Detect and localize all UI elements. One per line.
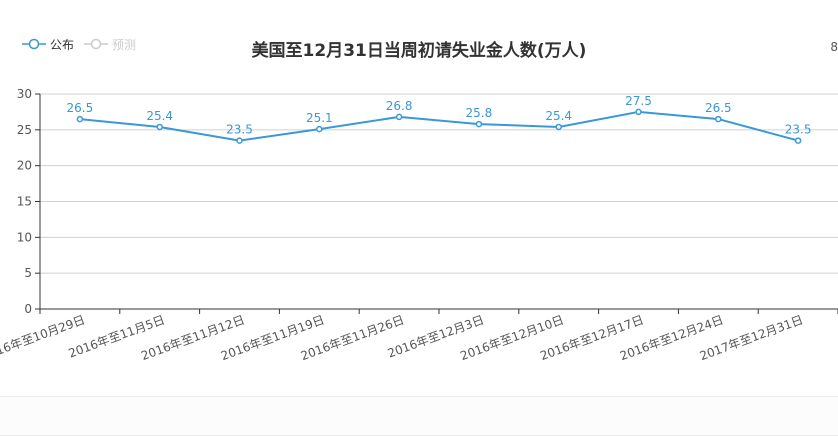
data-label: 26.5	[67, 101, 94, 115]
data-label: 25.8	[466, 106, 493, 120]
data-point	[316, 125, 323, 133]
data-point	[635, 108, 642, 116]
y-tick-label: 15	[17, 195, 32, 209]
y-tick-label: 20	[17, 159, 32, 173]
data-label: 26.5	[705, 101, 732, 115]
legend-item-0[interactable]: 公布	[22, 36, 74, 53]
data-point	[555, 123, 562, 131]
data-label: 23.5	[785, 123, 812, 137]
y-tick-label: 0	[24, 302, 32, 316]
legend-label: 公布	[50, 37, 75, 52]
legend-item-1[interactable]: 预测	[84, 36, 136, 53]
data-point	[475, 120, 483, 128]
y-tick-label: 30	[17, 87, 32, 101]
legend-line-marker-icon	[22, 38, 46, 50]
chart-title: 美国至12月31日当周初请失业金人数(万人)	[251, 41, 587, 61]
data-label: 25.1	[306, 111, 333, 125]
data-label: 25.4	[545, 109, 572, 123]
data-point	[76, 115, 84, 123]
data-label: 23.5	[226, 123, 253, 137]
line-chart: 0510152025302016年至10月29日2016年至11月5日2016年…	[0, 87, 838, 363]
y-tick-label: 5	[24, 266, 32, 280]
series-line	[79, 110, 799, 142]
data-label: 27.5	[625, 94, 652, 108]
data-label: 26.8	[386, 99, 413, 113]
data-point	[156, 123, 163, 131]
legend: 公布 预测	[22, 34, 136, 54]
data-point	[794, 137, 802, 144]
y-tick-label: 10	[17, 230, 32, 244]
corner-mark: 8	[830, 40, 838, 54]
data-point	[715, 115, 722, 123]
y-tick-label: 25	[17, 123, 32, 137]
legend-line-marker-icon	[84, 38, 109, 50]
legend-label: 预测	[112, 37, 137, 52]
data-label: 25.4	[146, 109, 173, 123]
data-point	[395, 113, 403, 121]
bottom-band	[0, 396, 838, 436]
data-point	[236, 137, 243, 144]
